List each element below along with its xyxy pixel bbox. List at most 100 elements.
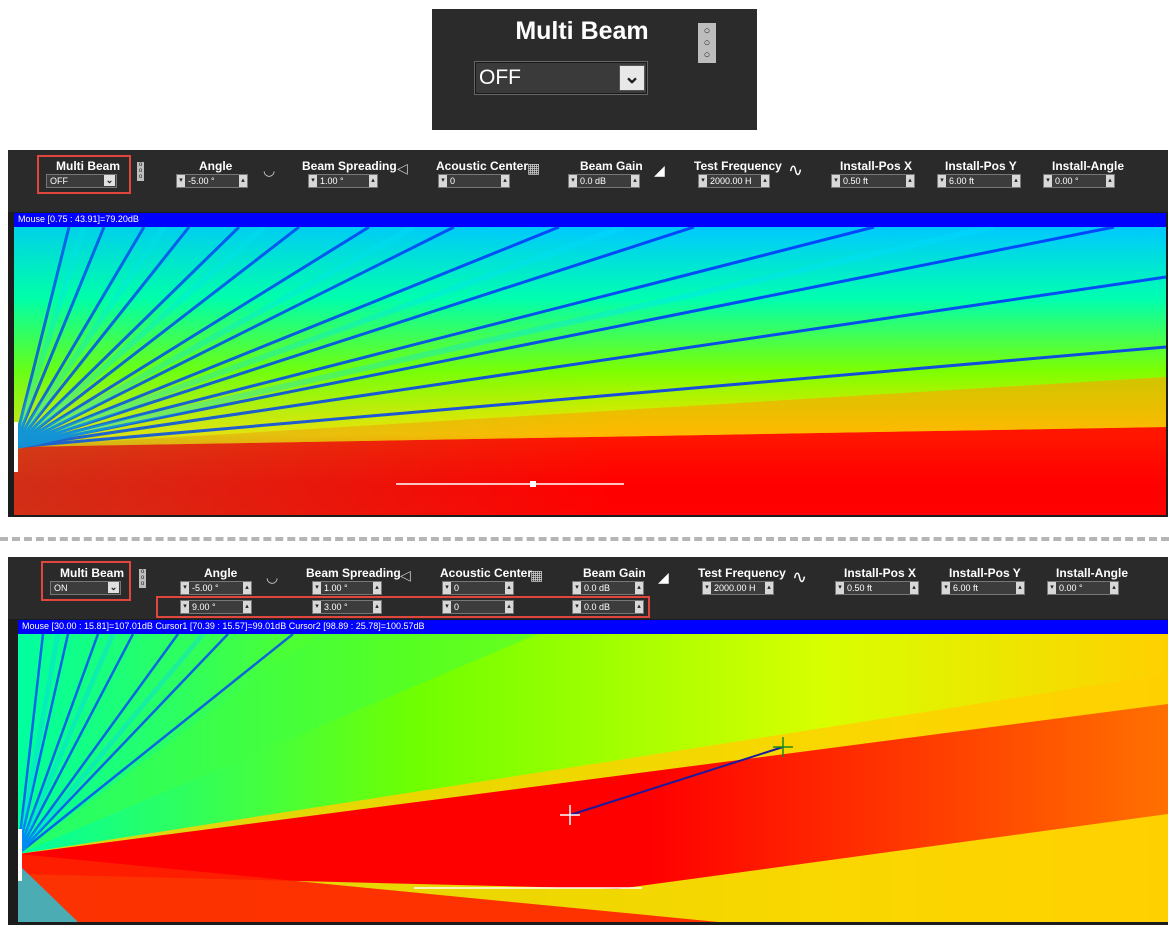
- increment-icon[interactable]: ▴: [239, 175, 247, 187]
- angle-value: -5.00 °: [188, 176, 215, 186]
- increment-icon[interactable]: ▴: [1106, 175, 1114, 187]
- angle-value-beam2: 9.00 °: [192, 602, 216, 612]
- decrement-icon[interactable]: ▾: [313, 601, 321, 613]
- acoustic-center-label: Acoustic Center: [440, 566, 533, 580]
- decrement-icon[interactable]: ▾: [309, 175, 317, 187]
- increment-icon[interactable]: ▴: [1110, 582, 1118, 594]
- multi-beam-dropdown[interactable]: ON ⌄: [50, 581, 121, 595]
- spread-icon: ◁: [397, 160, 408, 176]
- beam-spreading-label: Beam Spreading: [306, 566, 401, 580]
- beam-gain-value-beam2: 0.0 dB: [584, 602, 611, 612]
- increment-icon[interactable]: ▴: [631, 175, 639, 187]
- acoustic-center-spinner-beam2[interactable]: ▾ 0 ▴: [442, 600, 514, 614]
- increment-icon[interactable]: ▴: [369, 175, 377, 187]
- increment-icon[interactable]: ▴: [243, 582, 251, 594]
- install-angle-label: Install-Angle: [1052, 159, 1125, 173]
- beam-spreading-spinner[interactable]: ▾ 1.00 ° ▴: [312, 581, 382, 595]
- decrement-icon[interactable]: ▾: [703, 582, 711, 594]
- chevron-down-icon[interactable]: ⌄: [108, 582, 119, 593]
- beam-gain-spinner-beam2[interactable]: ▾ 0.0 dB ▴: [572, 600, 644, 614]
- increment-icon[interactable]: ▴: [243, 601, 251, 613]
- acoustic-center-spinner[interactable]: ▾ 0 ▴: [442, 581, 514, 595]
- decrement-icon[interactable]: ▾: [573, 601, 581, 613]
- acoustic-center-spinner[interactable]: ▾ 0 ▴: [438, 174, 510, 188]
- coverage-plot[interactable]: [14, 227, 1166, 515]
- increment-icon[interactable]: ▴: [906, 175, 914, 187]
- decrement-icon[interactable]: ▾: [573, 582, 581, 594]
- decrement-icon[interactable]: ▾: [1048, 582, 1056, 594]
- decrement-icon[interactable]: ▾: [443, 601, 451, 613]
- install-pos-x-spinner[interactable]: ▾ 0.50 ft ▴: [831, 174, 915, 188]
- decrement-icon[interactable]: ▾: [443, 582, 451, 594]
- decrement-icon[interactable]: ▾: [181, 601, 189, 613]
- decrement-icon[interactable]: ▾: [177, 175, 185, 187]
- coverage-plot[interactable]: [18, 634, 1168, 922]
- highlight-box: [37, 155, 131, 194]
- increment-icon[interactable]: ▴: [501, 175, 509, 187]
- cursor1-crosshair[interactable]: [560, 805, 580, 825]
- beam-gain-spinner[interactable]: ▾ 0.0 dB ▴: [568, 174, 640, 188]
- beam-spreading-spinner[interactable]: ▾ 1.00 ° ▴: [308, 174, 378, 188]
- install-angle-spinner[interactable]: ▾ 0.00 ° ▴: [1047, 581, 1119, 595]
- multi-beam-label: Multi Beam: [60, 566, 125, 580]
- angle-spinner-beam2[interactable]: ▾ 9.00 ° ▴: [180, 600, 252, 614]
- test-frequency-spinner[interactable]: ▾ 2000.00 H ▴: [702, 581, 774, 595]
- increment-icon[interactable]: ▴: [373, 582, 381, 594]
- speaker-marker: [18, 829, 22, 881]
- decrement-icon[interactable]: ▾: [836, 582, 844, 594]
- increment-icon[interactable]: ▴: [765, 582, 773, 594]
- angle-spinner[interactable]: ▾ -5.00 ° ▴: [180, 581, 252, 595]
- cursor2-crosshair[interactable]: [773, 737, 793, 757]
- decrement-icon[interactable]: ▾: [832, 175, 840, 187]
- chevron-down-icon[interactable]: ⌄: [619, 65, 645, 91]
- angle-spinner[interactable]: ▾ -5.00 ° ▴: [176, 174, 248, 188]
- install-pos-y-spinner[interactable]: ▾ 6.00 ft ▴: [941, 581, 1025, 595]
- highlight-box: [41, 561, 131, 601]
- beam-gain-value: 0.0 dB: [584, 583, 611, 593]
- increment-icon[interactable]: ▴: [761, 175, 769, 187]
- beam-spreading-spinner-beam2[interactable]: ▾ 3.00 ° ▴: [312, 600, 382, 614]
- spread-icon: ◁: [400, 567, 411, 583]
- link-icon[interactable]: ○ ○ ○: [698, 23, 716, 63]
- increment-icon[interactable]: ▴: [1012, 175, 1020, 187]
- test-frequency-spinner[interactable]: ▾ 2000.00 H ▴: [698, 174, 770, 188]
- decrement-icon[interactable]: ▾: [699, 175, 707, 187]
- install-angle-spinner[interactable]: ▾ 0.00 ° ▴: [1043, 174, 1115, 188]
- multi-beam-zoom-dropdown[interactable]: OFF ⌄: [474, 61, 648, 95]
- install-pos-x-label: Install-Pos X: [840, 159, 913, 173]
- decrement-icon[interactable]: ▾: [1044, 175, 1052, 187]
- multi-beam-dropdown[interactable]: OFF ⌄: [46, 174, 117, 188]
- install-pos-y-spinner[interactable]: ▾ 6.00 ft ▴: [937, 174, 1021, 188]
- increment-icon[interactable]: ▴: [1016, 582, 1024, 594]
- increment-icon[interactable]: ▴: [635, 582, 643, 594]
- increment-icon[interactable]: ▴: [910, 582, 918, 594]
- acoustic-center-label: Acoustic Center: [436, 159, 529, 173]
- acoustic-center-value: 0: [450, 176, 456, 186]
- decrement-icon[interactable]: ▾: [569, 175, 577, 187]
- beam-gain-spinner[interactable]: ▾ 0.0 dB ▴: [572, 581, 644, 595]
- chevron-down-icon[interactable]: ⌄: [104, 175, 115, 186]
- angle-icon: ◡: [266, 569, 279, 585]
- measure-handle[interactable]: [530, 481, 536, 487]
- increment-icon[interactable]: ▴: [373, 601, 381, 613]
- increment-icon[interactable]: ▴: [505, 582, 513, 594]
- decrement-icon[interactable]: ▾: [942, 582, 950, 594]
- beam2-highlight-box: [156, 596, 650, 618]
- decrement-icon[interactable]: ▾: [938, 175, 946, 187]
- install-pos-x-spinner[interactable]: ▾ 0.50 ft ▴: [835, 581, 919, 595]
- test-frequency-value: 2000.00 H: [714, 583, 756, 593]
- sine-wave-icon: ∿: [788, 160, 804, 180]
- test-frequency-label: Test Frequency: [694, 159, 782, 173]
- increment-icon[interactable]: ▴: [635, 601, 643, 613]
- angle-label: Angle: [199, 159, 233, 173]
- acoustic-center-value: 0: [454, 583, 460, 593]
- decrement-icon[interactable]: ▾: [181, 582, 189, 594]
- increment-icon[interactable]: ▴: [505, 601, 513, 613]
- decrement-icon[interactable]: ▾: [439, 175, 447, 187]
- install-angle-value: 0.00 °: [1055, 176, 1079, 186]
- decrement-icon[interactable]: ▾: [313, 582, 321, 594]
